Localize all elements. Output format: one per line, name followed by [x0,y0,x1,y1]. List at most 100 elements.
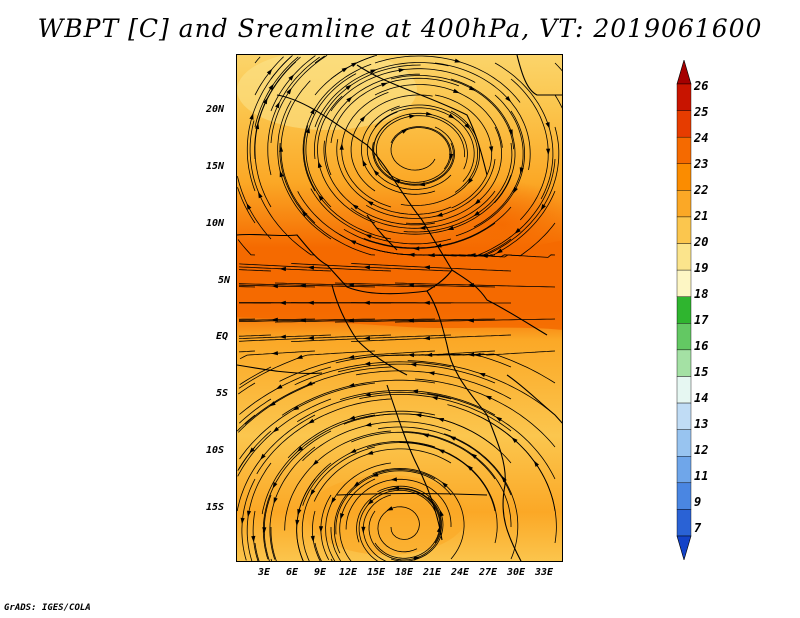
streamline-arrowhead [540,204,546,211]
streamline-arrowhead [365,234,372,239]
streamline-arrowhead [481,253,488,258]
streamline [238,350,256,353]
streamline-arrowhead [407,353,415,358]
streamline [313,448,452,502]
streamline-arrowhead [271,351,278,356]
colorbar-label-23: 23 [694,157,709,171]
colorbar [676,60,692,560]
streamline [237,414,316,512]
streamline-arrowhead [546,148,551,155]
streamline [237,414,256,432]
streamline-arrowhead [419,225,426,230]
streamline-arrowhead [352,204,359,210]
streamline-arrowhead [423,265,430,270]
streamline-arrowhead [413,556,421,561]
streamline [305,73,357,208]
grads-credit: GrADS: IGES/COLA [4,603,91,613]
streamline-arrowhead [301,210,308,217]
streamline [358,489,436,561]
colorbar-label-16: 16 [694,339,709,353]
streamline [325,73,420,176]
streamline [302,63,372,192]
streamline-arrowhead [409,114,416,119]
streamline [269,446,316,560]
streamline [345,478,452,530]
streamline-arrowhead [467,177,473,185]
streamline [394,282,556,288]
colorbar-segment [676,269,692,297]
streamline-arrowhead [362,159,367,167]
colorbar-segment [676,456,692,484]
streamline [363,206,512,249]
streamline-arrowhead [297,446,304,452]
streamline [510,78,549,221]
streamline [310,188,452,245]
streamline-arrowhead [255,122,260,130]
streamline [494,62,554,200]
streamline-arrowhead [353,481,360,487]
colorbar-label-17: 17 [694,313,709,327]
streamline-arrowhead [439,509,444,517]
streamline-arrowhead [464,123,471,130]
colorbar-label-19: 19 [694,261,709,275]
colorbar-segment [676,296,692,324]
colorbar-label-15: 15 [694,365,709,379]
streamline-arrowhead [288,74,295,81]
streamline-arrowhead [364,392,371,397]
streamline [477,415,557,544]
streamline [287,410,436,459]
streamline-arrowhead [272,426,279,433]
streamline [334,282,496,288]
streamline-arrowhead [508,129,513,136]
streamline [238,269,272,272]
streamline [301,446,376,561]
colorbar-segment [676,163,692,191]
colorbar-label-9: 9 [694,495,702,509]
streamline-arrowhead [273,497,278,504]
streamline [291,334,452,342]
streamline-arrowhead [513,187,518,194]
streamline [484,126,560,256]
streamline [270,55,316,112]
lat-label-eq: EQ [216,331,229,342]
streamline-arrowhead [398,68,405,73]
lon-label-30e: 30E [506,567,526,578]
streamline-arrowhead [318,194,324,201]
lon-label-3e: 3E [257,567,271,578]
lon-label-9e: 9E [313,567,327,578]
streamline-arrowhead [359,115,366,122]
streamline [366,158,496,219]
lat-label-20n: 20N [206,104,225,115]
streamline-arrowhead [428,253,435,258]
streamline [323,140,436,226]
streamline [434,62,531,170]
streamline [333,469,436,554]
country-borders [237,55,562,561]
streamline [277,100,332,240]
streamline [267,56,320,176]
lat-label-10n: 10N [206,218,225,229]
streamline [375,174,512,235]
colorbar-label-24: 24 [694,131,709,145]
streamline [403,142,513,233]
lat-label-5n: 5N [218,275,231,286]
streamline-arrowhead [279,300,286,305]
streamline-arrowhead [363,265,370,270]
colorbar-label-18: 18 [694,287,709,301]
streamline [377,485,444,561]
streamline [455,110,526,237]
lon-label-27e: 27E [478,567,498,578]
streamline-arrowhead [251,535,256,543]
streamline-arrowhead [514,228,521,234]
streamline-arrowhead [495,416,502,422]
streamline-arrowhead [545,122,550,129]
streamline-arrowhead [370,69,377,74]
streamline-arrowhead [271,284,278,289]
streamline [366,442,496,512]
colorbar-label-13: 13 [694,417,709,431]
streamline [400,110,480,206]
streamline-arrows [240,58,551,561]
streamline-arrowhead [428,371,435,376]
streamline [356,487,442,544]
lon-label-15e: 15E [366,567,386,578]
